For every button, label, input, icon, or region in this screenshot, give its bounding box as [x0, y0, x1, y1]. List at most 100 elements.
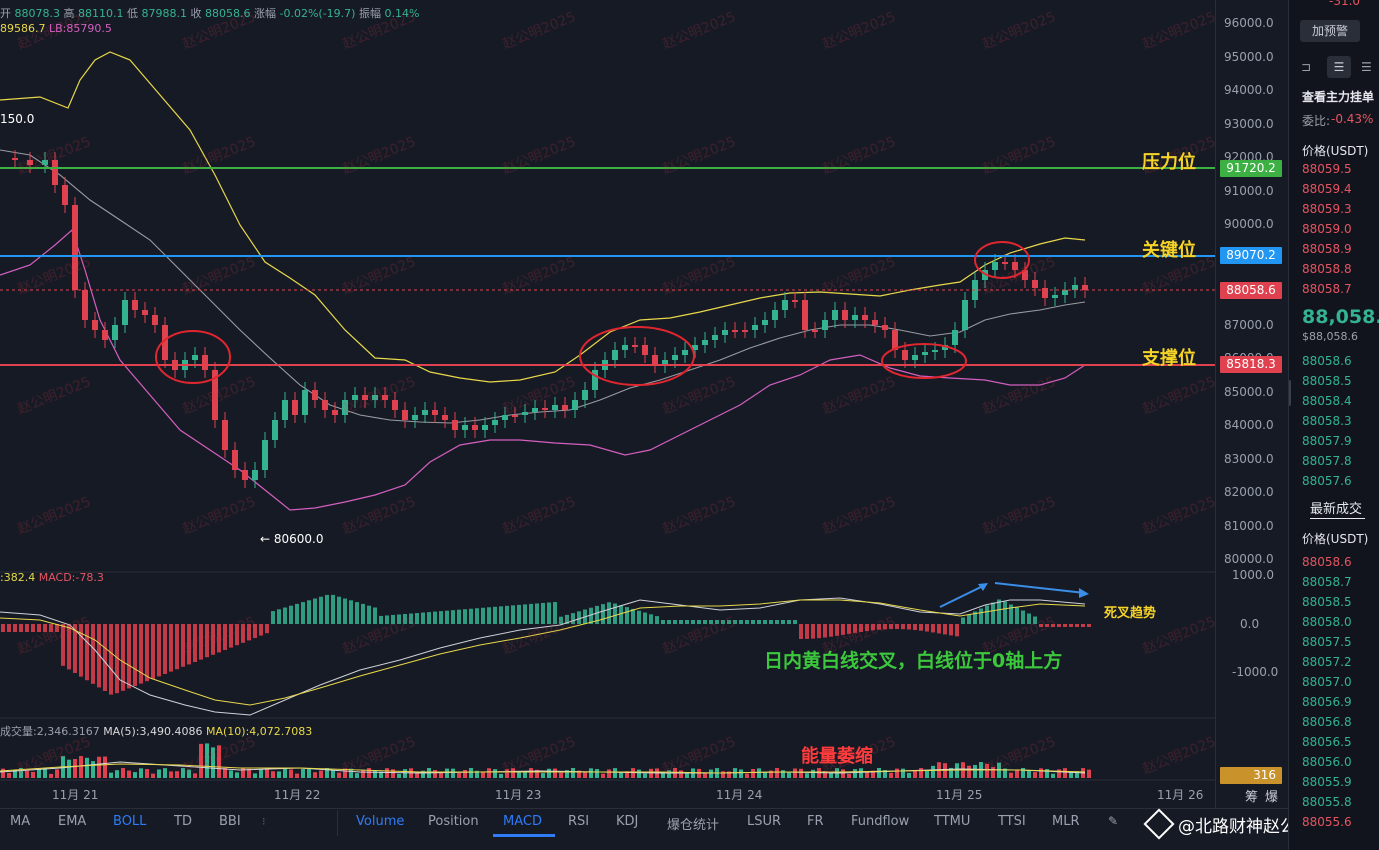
indicator-tab-bbi[interactable]: BBI — [219, 814, 241, 829]
bid-price[interactable]: 88058.3 — [1302, 414, 1352, 428]
indicator-tab-7[interactable]: FR — [807, 814, 824, 829]
indicator-tab-11[interactable]: MLR — [1052, 814, 1080, 829]
bid-price[interactable]: 88058.4 — [1302, 394, 1352, 408]
volume-bar — [157, 769, 161, 778]
volume-bar — [43, 769, 47, 778]
macd-histogram-bar — [805, 624, 809, 639]
macd-histogram-bar — [643, 612, 647, 624]
indicator-tab-8[interactable]: Fundflow — [851, 814, 910, 829]
volume-bar — [769, 770, 773, 778]
macd-histogram-bar — [907, 624, 911, 630]
volume-bar — [241, 768, 245, 778]
volume-bar — [169, 771, 173, 778]
ask-price[interactable]: 88059.3 — [1302, 202, 1352, 216]
indicator-tab-td[interactable]: TD — [174, 814, 192, 829]
price-tick: 81000.0 — [1224, 518, 1274, 533]
book-view-icon-3[interactable]: ☰ — [1361, 60, 1372, 74]
volume-bar — [643, 773, 647, 778]
volume-bar — [583, 772, 587, 778]
macd-histogram-bar — [979, 608, 983, 624]
indicator-tab-ma[interactable]: MA — [10, 814, 31, 829]
price-tick: 91000.0 — [1224, 183, 1274, 198]
macd-histogram-bar — [535, 603, 539, 624]
volume-bar — [913, 769, 917, 778]
bid-price[interactable]: 88057.9 — [1302, 434, 1352, 448]
book-view-icon-2[interactable]: ☰ — [1327, 56, 1351, 78]
volume-bar — [985, 763, 989, 778]
x-label-24: 11月 24 — [716, 788, 763, 802]
chart-canvas[interactable] — [0, 0, 1215, 808]
candle-body — [162, 325, 168, 360]
indicator-tab-2[interactable]: MACD — [503, 814, 542, 829]
ask-price[interactable]: 88059.0 — [1302, 222, 1352, 236]
macd-histogram-bar — [229, 624, 233, 648]
volume-bar — [637, 769, 641, 778]
macd-histogram-bar — [205, 624, 209, 658]
indicator-tab-6[interactable]: LSUR — [747, 814, 782, 829]
macd-histogram-bar — [919, 624, 923, 631]
indicator-tab-5[interactable]: 爆仓统计 — [667, 818, 720, 833]
dif-arrow-head — [978, 583, 988, 591]
book-view-icon-1[interactable]: ⊐ — [1301, 60, 1312, 74]
chips-toggle[interactable]: 筹 — [1245, 790, 1259, 805]
indicator-tab-boll[interactable]: BOLL — [113, 814, 147, 829]
candle-body — [242, 470, 248, 480]
price-axis[interactable] — [1215, 0, 1289, 808]
ask-price[interactable]: 88058.7 — [1302, 282, 1352, 296]
macd-histogram-bar — [727, 620, 731, 624]
bid-price[interactable]: 88057.8 — [1302, 454, 1352, 468]
x-label-23: 11月 23 — [495, 788, 542, 802]
macd-histogram-bar — [427, 612, 431, 624]
panel-collapse-handle[interactable] — [1289, 380, 1291, 406]
latest-trades-header[interactable]: 最新成交 — [1310, 502, 1363, 517]
indicator-tab-10[interactable]: TTSI — [998, 814, 1026, 829]
trade-price: 88055.6 — [1302, 815, 1352, 829]
volume-bar — [859, 768, 863, 778]
volume-bar — [97, 756, 101, 778]
bid-price[interactable]: 88058.5 — [1302, 374, 1352, 388]
candle-body — [442, 415, 448, 420]
macd-dif-value: :382.4 — [0, 571, 36, 584]
macd-histogram-bar — [1057, 624, 1061, 627]
indicator-tab-ema[interactable]: EMA — [58, 814, 87, 829]
indicator-tab-3[interactable]: RSI — [568, 814, 590, 829]
bid-price[interactable]: 88058.6 — [1302, 354, 1352, 368]
view-main-orders[interactable]: 查看主力挂单 — [1302, 90, 1375, 104]
macd-value: MACD:-78.3 — [38, 571, 104, 584]
indicator-tab-9[interactable]: TTMU — [934, 814, 971, 829]
order-book-panel: -31.0 加预警 ⊐ ☰ ☰ 查看主力挂单 委比: -0.43% 价格(USD… — [1288, 0, 1379, 850]
macd-histogram-bar — [721, 620, 725, 624]
candle-body — [452, 420, 458, 430]
ask-price[interactable]: 88059.4 — [1302, 182, 1352, 196]
candle-body — [702, 340, 708, 345]
macd-tick-1000: 1000.0 — [1232, 568, 1274, 582]
macd-histogram-bar — [421, 612, 425, 624]
indicator-tab-4[interactable]: KDJ — [616, 814, 639, 829]
indicator-tab-0[interactable]: Volume — [356, 814, 405, 829]
logo-icon — [1143, 808, 1175, 840]
more-indicators-icon[interactable]: ⁝ — [262, 815, 266, 828]
trade-price: 88057.5 — [1302, 635, 1352, 649]
macd-histogram-bar — [31, 624, 35, 632]
add-alert-button[interactable]: 加预警 — [1300, 20, 1360, 42]
candle-body — [942, 345, 948, 350]
edit-icon[interactable]: ✎ — [1108, 814, 1119, 828]
ask-price[interactable]: 88058.8 — [1302, 262, 1352, 276]
ask-price[interactable]: 88059.5 — [1302, 162, 1352, 176]
ask-price[interactable]: 88058.9 — [1302, 242, 1352, 256]
trade-price: 88058.6 — [1302, 555, 1352, 569]
candle-body — [1022, 270, 1028, 280]
indicator-tab-1[interactable]: Position — [428, 814, 479, 829]
volume-bar — [1009, 772, 1013, 778]
chart-area[interactable]: 赵公明2025 赵公明2025 赵公明2025 赵公明2025 赵公明2025 赵公明20… — [0, 0, 1288, 808]
volume-bar — [463, 769, 467, 778]
trend-arrow-head — [1079, 588, 1089, 598]
liquidation-toggle[interactable]: 爆 — [1265, 790, 1279, 805]
volume-bar — [709, 769, 713, 778]
volume-bar — [151, 773, 155, 778]
macd-histogram-bar — [133, 624, 137, 686]
change-value: -0.02%(-19.7) — [279, 7, 356, 20]
bid-price[interactable]: 88057.6 — [1302, 474, 1352, 488]
candle-body — [62, 185, 68, 205]
macd-histogram-bar — [61, 624, 65, 666]
